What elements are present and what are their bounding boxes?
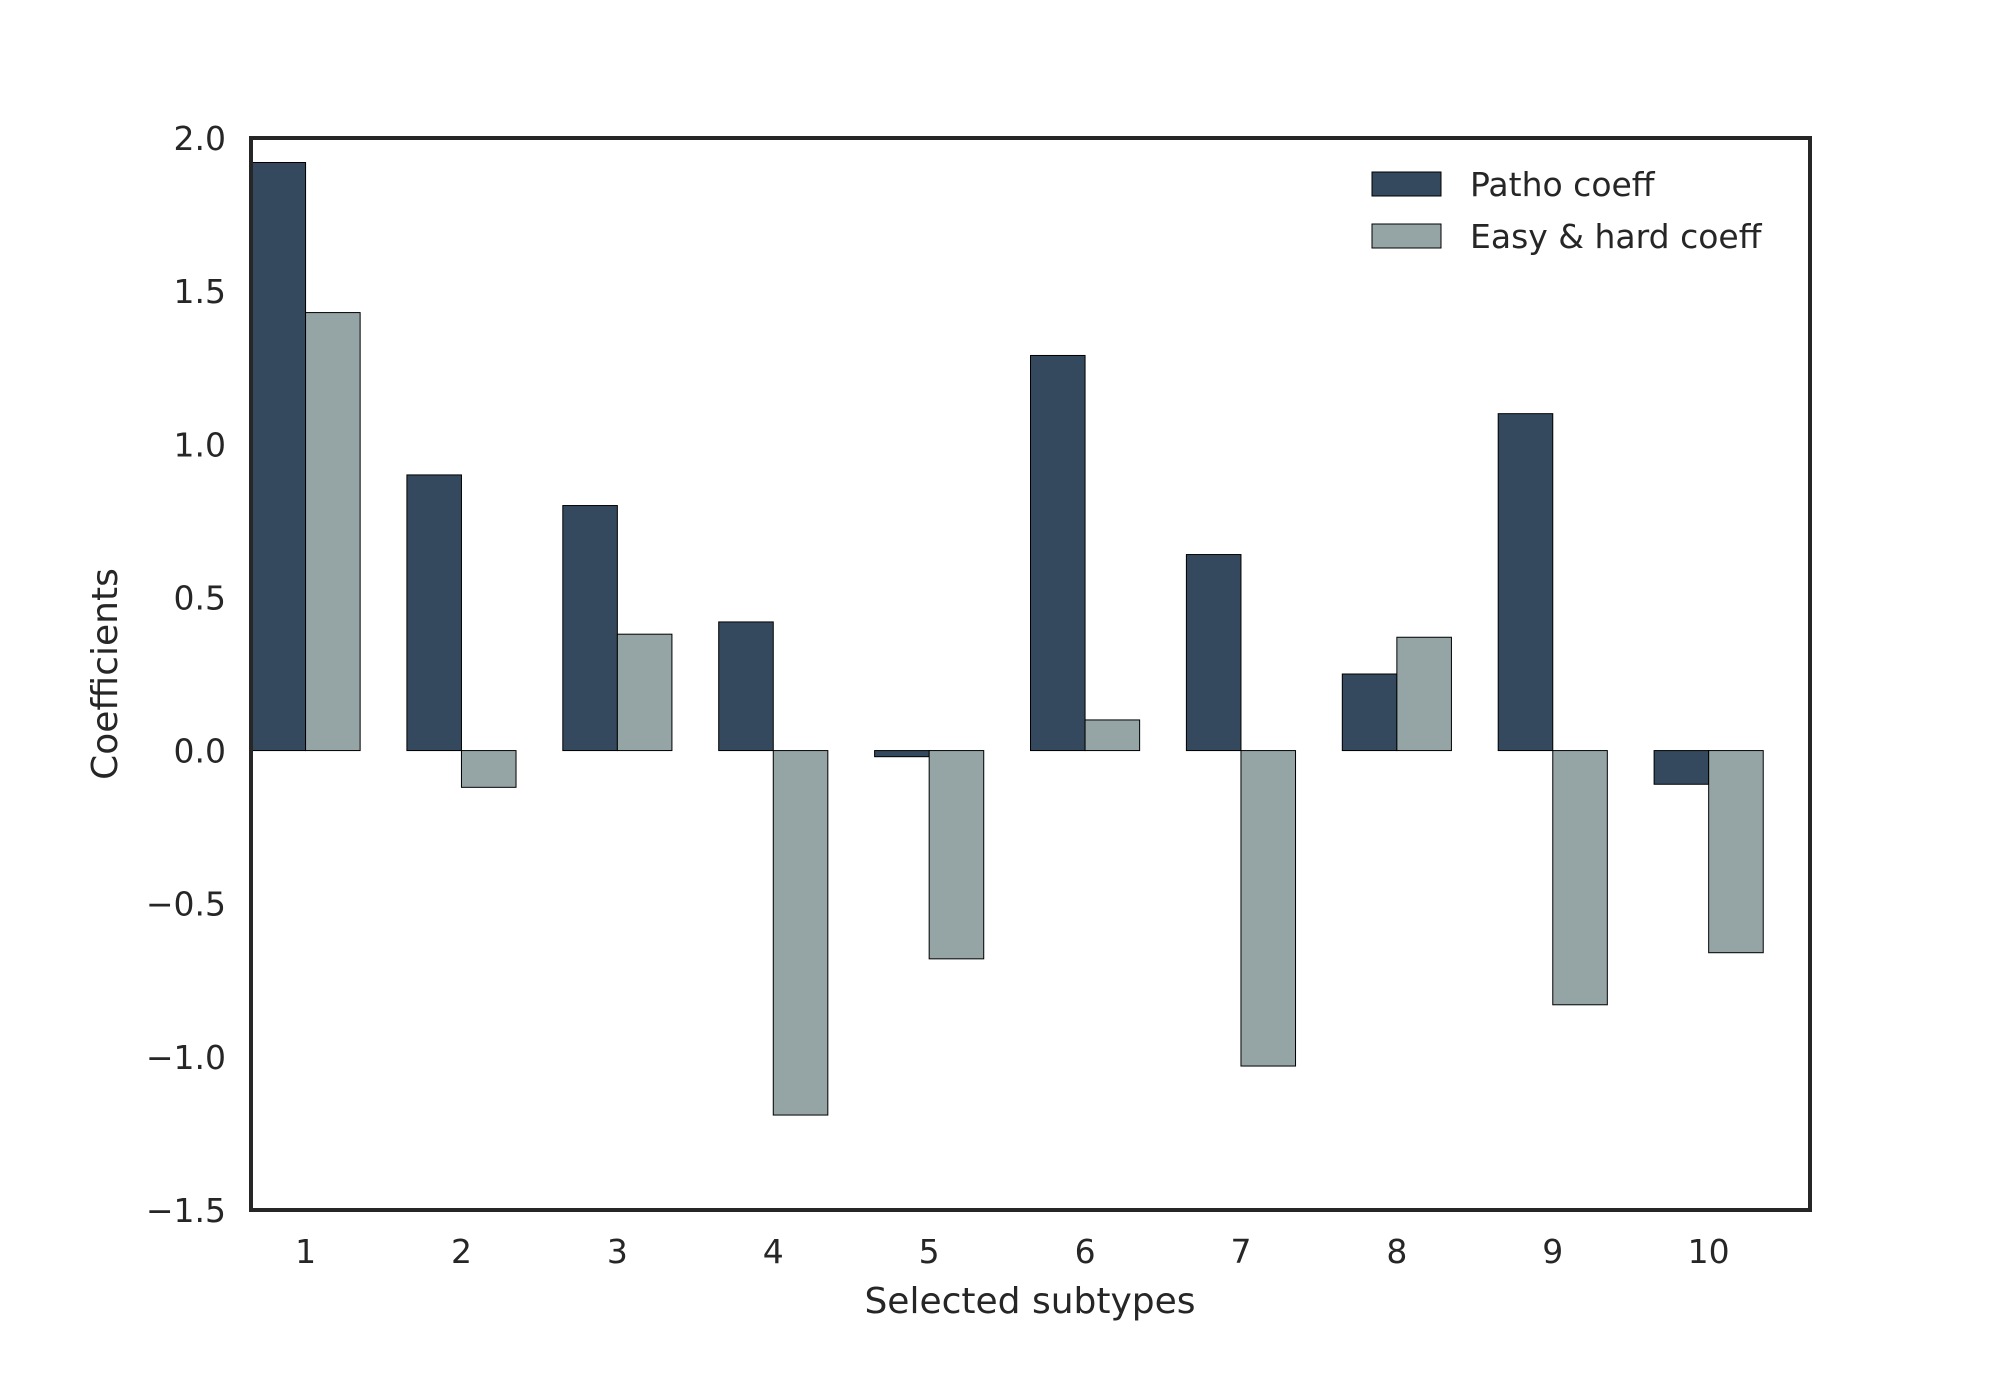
- legend: Patho coeff Easy & hard coeff: [1371, 165, 1763, 256]
- x-tick-label: 4: [763, 1232, 784, 1271]
- y-tick-label: −0.5: [146, 885, 226, 924]
- bar-easy-hard-8: [1396, 636, 1452, 752]
- y-tick-label: 1.5: [174, 272, 226, 311]
- legend-swatch-easy-hard: [1371, 223, 1442, 249]
- bar-easy-hard-3: [616, 633, 673, 752]
- x-tick-label: 8: [1386, 1232, 1407, 1271]
- bar-patho-7: [1185, 554, 1242, 752]
- bar-easy-hard-2: [460, 750, 517, 788]
- y-axis-title: Coefficients: [85, 568, 126, 780]
- x-tick-label: 2: [451, 1232, 472, 1271]
- y-tick-label: 0.5: [174, 578, 226, 617]
- y-tick-label: 2.0: [174, 119, 226, 158]
- bar-patho-3: [562, 505, 618, 752]
- x-tick-label: 5: [919, 1232, 940, 1271]
- bar-easy-hard-6: [1084, 719, 1141, 752]
- y-tick-label: 0.0: [174, 732, 226, 771]
- x-tick-label: 3: [607, 1232, 628, 1271]
- bar-patho-4: [718, 621, 774, 752]
- x-tick-labels: 1 2 3 4 5 6 7 8 9 10: [295, 1232, 1730, 1271]
- y-tick-labels: 2.0 1.5 1.0 0.5 0.0 −0.5 −1.0 −1.5: [146, 119, 226, 1230]
- bar-easy-hard-5: [928, 750, 985, 960]
- legend-swatch-patho: [1371, 171, 1442, 197]
- bar-easy-hard-4: [772, 750, 829, 1116]
- bar-patho-5: [874, 750, 930, 758]
- y-tick-label: 1.0: [174, 425, 226, 464]
- x-tick-label: 7: [1230, 1232, 1251, 1271]
- x-tick-label: 1: [295, 1232, 316, 1271]
- x-axis-title: Selected subtypes: [864, 1281, 1195, 1322]
- bar-easy-hard-7: [1240, 750, 1297, 1067]
- x-tick-label: 6: [1075, 1232, 1096, 1271]
- x-tick-label: 9: [1542, 1232, 1563, 1271]
- bar-patho-9: [1497, 413, 1554, 752]
- y-tick-label: −1.0: [146, 1038, 226, 1077]
- bar-patho-8: [1341, 673, 1398, 752]
- legend-label-easy-hard: Easy & hard coeff: [1470, 217, 1763, 256]
- bar-patho-10: [1653, 750, 1710, 785]
- y-tick-label: −1.5: [146, 1191, 226, 1230]
- bar-easy-hard-9: [1552, 750, 1608, 1006]
- bars-layer: [250, 162, 1764, 1116]
- legend-label-patho: Patho coeff: [1470, 165, 1656, 204]
- plot-area-frame: [249, 136, 1812, 1212]
- x-tick-label: 10: [1688, 1232, 1730, 1271]
- bar-patho-6: [1030, 354, 1086, 752]
- bar-patho-2: [406, 474, 462, 752]
- bar-easy-hard-10: [1708, 750, 1764, 954]
- bar-easy-hard-1: [305, 312, 361, 752]
- bar-patho-1: [250, 162, 307, 752]
